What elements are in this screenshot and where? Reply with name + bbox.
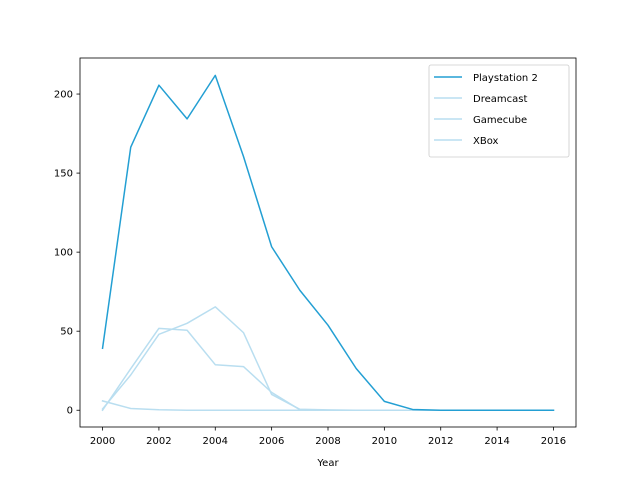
legend-label: Dreamcast	[473, 94, 527, 105]
x-tick-label: 2002	[146, 436, 171, 447]
legend-label: Playstation 2	[473, 73, 538, 84]
y-tick-label: 150	[54, 169, 73, 180]
x-tick-label: 2016	[541, 436, 566, 447]
x-tick-label: 2006	[259, 436, 284, 447]
y-tick-label: 200	[54, 90, 73, 101]
legend-label: XBox	[473, 136, 499, 147]
y-tick-label: 50	[60, 327, 73, 338]
series-line-playstation-2	[101, 74, 555, 411]
y-tick-label: 100	[54, 248, 73, 259]
x-axis: 2000 2002 2004 2006 2008 2010 2012 2014 2016	[90, 427, 566, 447]
series-layer	[101, 74, 555, 412]
x-tick-label: 2000	[90, 436, 115, 447]
legend-label: Gamecube	[473, 115, 527, 126]
x-tick-label: 2008	[315, 436, 340, 447]
x-tick-label: 2012	[428, 436, 453, 447]
x-axis-title: Year	[316, 458, 339, 469]
x-tick-label: 2004	[203, 436, 228, 447]
x-tick-label: 2010	[372, 436, 397, 447]
x-tick-label: 2014	[484, 436, 509, 447]
legend-box	[428, 64, 570, 158]
y-axis: 0 50 100 150 200	[54, 90, 80, 417]
legend: Playstation 2 Dreamcast Gamecube XBox	[428, 64, 570, 158]
y-tick-label: 0	[67, 406, 73, 417]
